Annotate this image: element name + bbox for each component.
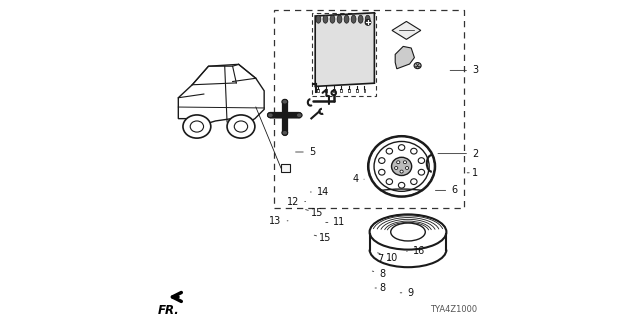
Text: 8: 8 [372, 268, 385, 279]
Text: 15: 15 [314, 233, 332, 244]
Ellipse shape [395, 166, 398, 169]
Text: 3: 3 [450, 65, 478, 76]
Polygon shape [392, 21, 421, 39]
Ellipse shape [365, 20, 371, 25]
Text: 13: 13 [269, 216, 288, 226]
Ellipse shape [386, 179, 392, 185]
Bar [281, 164, 290, 172]
Text: 15: 15 [306, 208, 323, 218]
Ellipse shape [282, 99, 288, 104]
Ellipse shape [296, 113, 302, 118]
Ellipse shape [386, 148, 392, 154]
Bar [385, 187, 392, 191]
Bar [274, 10, 464, 208]
Text: 6: 6 [435, 185, 458, 196]
Ellipse shape [330, 15, 335, 23]
Ellipse shape [374, 141, 429, 191]
Ellipse shape [379, 169, 385, 175]
Ellipse shape [400, 170, 403, 173]
Text: FR.: FR. [157, 304, 179, 317]
Text: 5: 5 [296, 147, 315, 157]
Ellipse shape [351, 15, 356, 23]
Text: 7: 7 [377, 254, 390, 264]
Text: 16: 16 [406, 246, 425, 256]
Text: 1: 1 [467, 168, 478, 178]
Polygon shape [315, 13, 374, 86]
Text: 4: 4 [352, 174, 364, 184]
Ellipse shape [183, 115, 211, 138]
Ellipse shape [414, 62, 421, 68]
Ellipse shape [411, 179, 417, 185]
Ellipse shape [337, 15, 342, 23]
Text: 14: 14 [310, 187, 329, 197]
Ellipse shape [370, 214, 447, 250]
Ellipse shape [403, 161, 406, 164]
Ellipse shape [365, 15, 370, 23]
Text: 2: 2 [438, 148, 478, 159]
Polygon shape [396, 46, 415, 69]
Text: 11: 11 [326, 217, 346, 228]
Ellipse shape [282, 131, 288, 135]
Text: 10: 10 [378, 252, 398, 263]
Ellipse shape [390, 223, 425, 241]
Text: 9: 9 [400, 288, 413, 298]
Ellipse shape [268, 113, 273, 118]
Ellipse shape [418, 158, 424, 164]
Ellipse shape [344, 15, 349, 23]
Ellipse shape [368, 136, 435, 197]
Ellipse shape [190, 121, 204, 132]
Ellipse shape [418, 169, 424, 175]
Text: 12: 12 [287, 196, 306, 207]
Ellipse shape [392, 157, 412, 175]
Ellipse shape [398, 145, 405, 150]
Ellipse shape [397, 161, 400, 164]
Text: 8: 8 [375, 283, 385, 293]
Ellipse shape [411, 148, 417, 154]
Ellipse shape [323, 15, 328, 23]
Ellipse shape [227, 115, 255, 138]
Ellipse shape [398, 182, 405, 188]
Text: TYA4Z1000: TYA4Z1000 [429, 305, 477, 314]
Ellipse shape [358, 15, 363, 23]
Ellipse shape [316, 15, 321, 23]
Bar [312, 13, 376, 96]
Ellipse shape [379, 158, 385, 164]
Ellipse shape [234, 121, 248, 132]
Ellipse shape [405, 166, 408, 169]
